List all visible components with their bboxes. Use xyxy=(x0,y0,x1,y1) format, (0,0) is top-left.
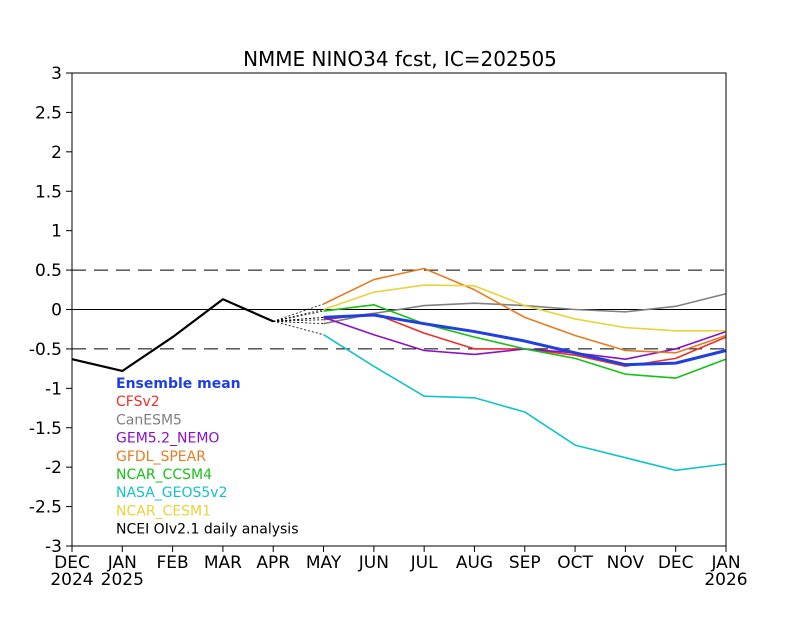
x-tick-label: DEC xyxy=(658,553,694,573)
series-line-ncar-ccsm4 xyxy=(323,303,727,379)
forecast-connector xyxy=(273,320,324,325)
forecast-connector xyxy=(273,319,324,322)
y-tick-label: 1 xyxy=(51,222,62,242)
x-tick-label: APR xyxy=(256,553,290,573)
legend-entry: CFSv2 xyxy=(116,394,160,410)
legend-entry: NCAR_CCSM4 xyxy=(116,467,212,483)
x-tick-label: AUG xyxy=(456,553,493,573)
y-tick-label: -2.5 xyxy=(29,498,62,518)
y-tick-label: 3 xyxy=(51,64,62,84)
legend-entry: NCAR_CESM1 xyxy=(116,503,211,519)
x-tick-label: OCT xyxy=(557,553,593,573)
legend-entry: NASA_GEOS5v2 xyxy=(116,485,227,501)
y-tick-label: 2.5 xyxy=(35,103,62,123)
x-tick-label: NOV xyxy=(607,553,645,573)
series-lines xyxy=(71,267,727,472)
x-tick-label: JUL xyxy=(410,553,438,573)
x-tick-label: JUN xyxy=(358,553,389,573)
y-axis: 3 2.5 2 1.5 1 0.5 0 -0.5 -1 -1.5 -2 -2.5 -3 xyxy=(29,64,72,557)
legend-entry: NCEI OIv2.1 daily analysis xyxy=(116,522,299,538)
y-tick-label: -1.5 xyxy=(29,419,62,439)
y-tick-label: 0.5 xyxy=(35,261,62,281)
x-tick-label: DEC xyxy=(54,553,90,573)
legend-entry: GEM5.2_NEMO xyxy=(116,431,219,447)
series-line-ensemble-mean xyxy=(323,313,727,367)
forecast-connector xyxy=(273,309,324,322)
y-tick-label: -3 xyxy=(45,537,62,557)
x-year-label: 2025 xyxy=(101,570,144,590)
y-tick-label: -0.5 xyxy=(29,340,62,360)
y-tick-label: -1 xyxy=(45,379,62,399)
x-tick-label: SEP xyxy=(509,553,541,573)
chart-title: NMME NINO34 fcst, IC=202505 xyxy=(243,47,557,71)
forecast-connector xyxy=(273,316,324,322)
legend-entry: CanESM5 xyxy=(116,412,182,428)
series-line-gfdl-spear xyxy=(323,267,727,354)
forecast-connector xyxy=(273,310,324,322)
x-year-label: 2024 xyxy=(50,570,93,590)
legend-entry: Ensemble mean xyxy=(116,376,241,392)
x-axis: DEC JAN FEB MAR APR MAY JUN JUL AUG SEP OCT NOV DEC J… xyxy=(50,546,748,590)
x-tick-label: MAY xyxy=(306,553,342,573)
forecast-connectors xyxy=(273,303,324,336)
y-tick-label: 2 xyxy=(51,143,62,163)
x-tick-label: MAR xyxy=(204,553,242,573)
y-tick-label: 0 xyxy=(51,301,62,321)
y-tick-label: -2 xyxy=(45,458,62,478)
forecast-connector xyxy=(273,320,324,336)
x-tick-label: JAN xyxy=(710,553,740,573)
legend-entry: GFDL_SPEAR xyxy=(116,449,206,465)
legend: Ensemble mean CFSv2 CanESM5 GEM5.2_NEMO GFDL… xyxy=(116,376,299,538)
series-line-ncar-cesm1 xyxy=(323,284,726,332)
x-tick-label: JAN xyxy=(107,553,137,573)
y-tick-label: 1.5 xyxy=(35,182,62,202)
x-tick-label: FEB xyxy=(157,553,189,573)
x-year-label: 2026 xyxy=(704,570,747,590)
series-line-nasa-geos5v2 xyxy=(323,334,727,472)
observed-line xyxy=(71,298,274,373)
forecast-connector xyxy=(273,303,324,322)
